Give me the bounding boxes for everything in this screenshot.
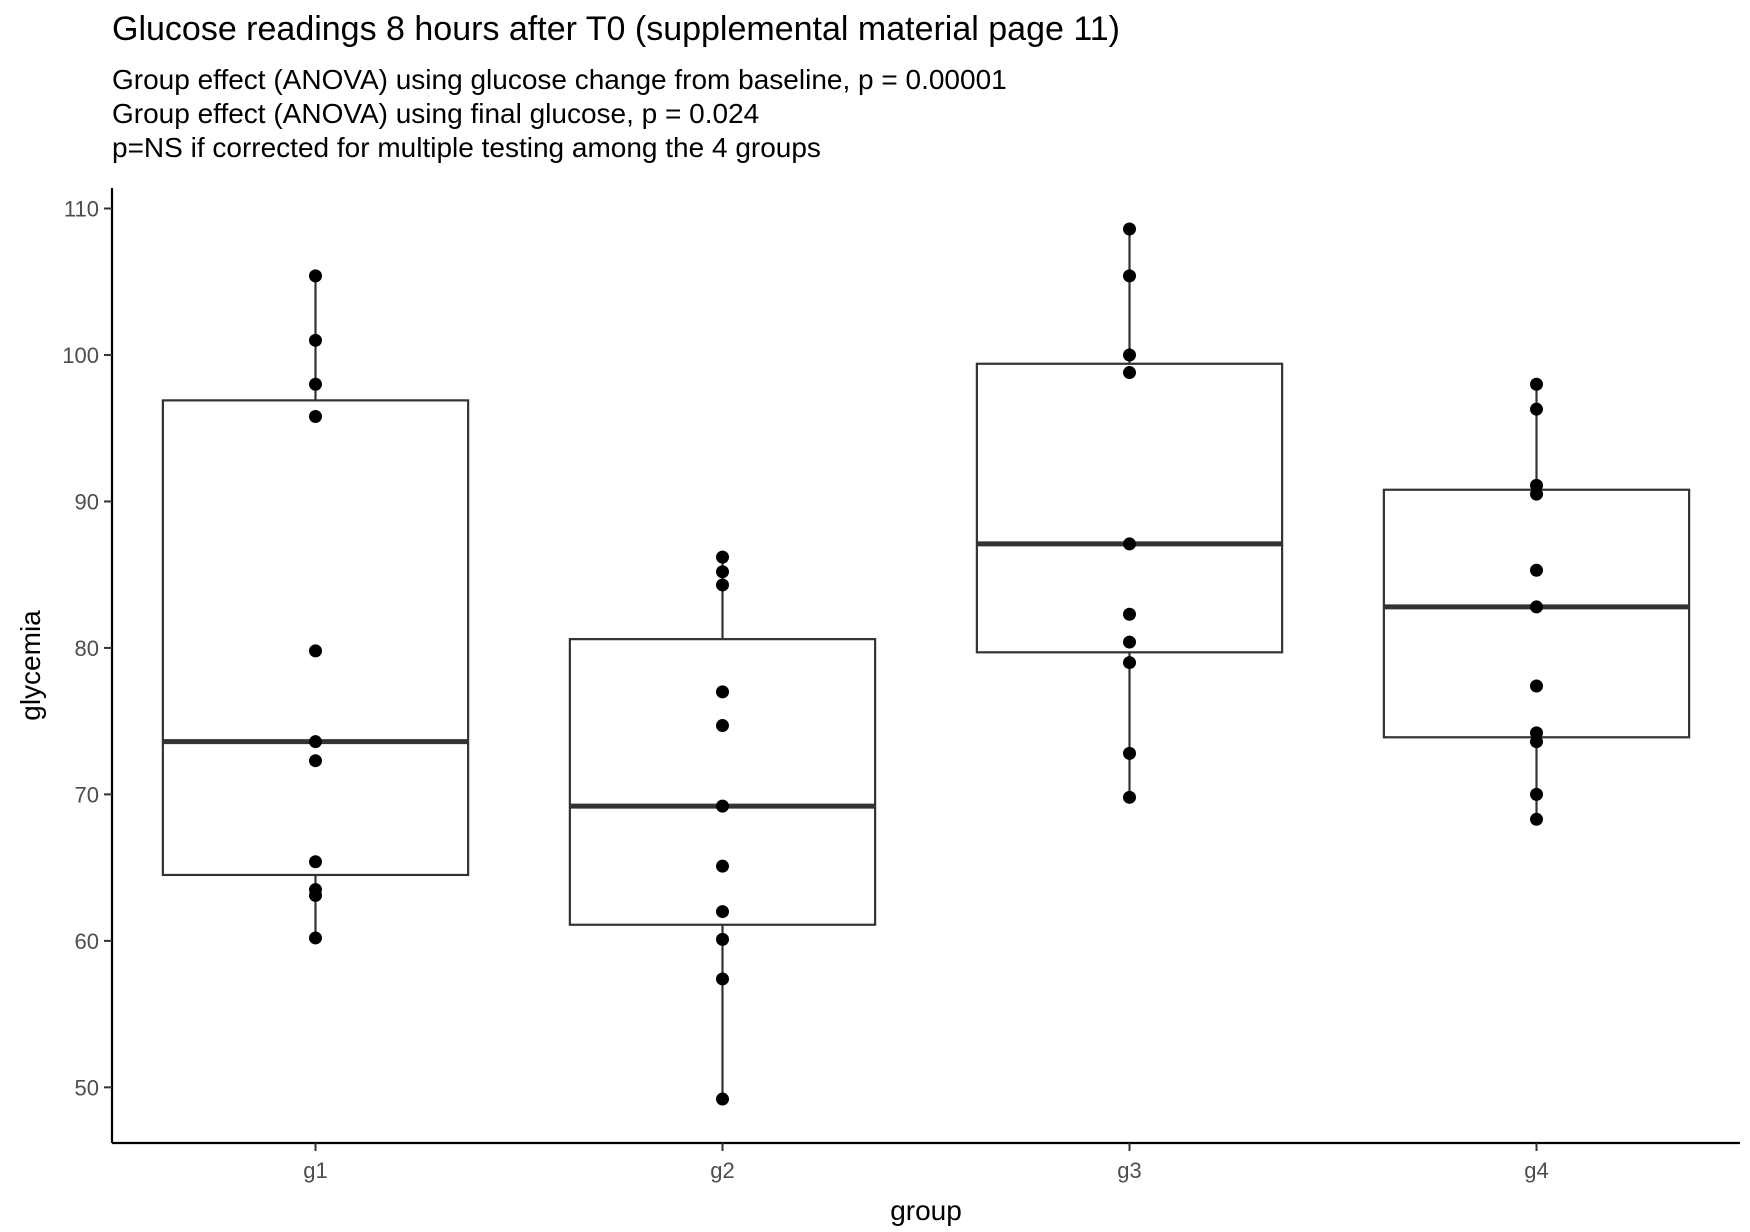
chart-title: Glucose readings 8 hours after T0 (suppl… — [112, 10, 1120, 48]
points-layer — [309, 222, 1543, 1106]
axes-layer: 50 60 70 80 90 100 110 g1 g2 g3 g4 — [62, 188, 1740, 1183]
data-point-g4 — [1530, 787, 1543, 801]
y-tick-label: 80 — [75, 636, 99, 661]
chart-subtitle-line-1: Group effect (ANOVA) using glucose chang… — [112, 64, 1007, 95]
data-point-g4 — [1530, 402, 1543, 416]
data-point-g3 — [1123, 537, 1136, 551]
chart-subtitle-line-2: Group effect (ANOVA) using final glucose… — [112, 98, 760, 129]
y-tick-label: 50 — [75, 1075, 99, 1100]
x-tick-label: g1 — [303, 1158, 327, 1183]
y-tick-label: 110 — [64, 197, 99, 222]
x-axis-title: group — [890, 1195, 962, 1226]
y-tick-label: 60 — [75, 929, 99, 954]
box-g3 — [975, 362, 1284, 654]
box-g2 — [568, 638, 877, 926]
data-point-g4 — [1530, 812, 1543, 826]
y-axis-title: glycemia — [15, 610, 46, 721]
data-point-g1 — [309, 333, 322, 347]
data-point-g4 — [1530, 600, 1543, 614]
data-point-g2 — [716, 685, 729, 699]
data-point-g3 — [1123, 790, 1136, 804]
data-point-g4 — [1530, 563, 1543, 577]
data-point-g1 — [309, 888, 322, 902]
data-point-g2 — [716, 932, 729, 946]
data-point-g3 — [1123, 222, 1136, 236]
data-point-g2 — [716, 1092, 729, 1106]
y-tick-label: 90 — [75, 489, 99, 514]
x-tick-label: g2 — [710, 1158, 734, 1183]
data-point-g1 — [309, 377, 322, 391]
data-point-g1 — [309, 644, 322, 658]
data-point-g4 — [1530, 487, 1543, 501]
data-point-g1 — [309, 754, 322, 768]
data-point-g4 — [1530, 377, 1543, 391]
chart-subtitle-line-3: p=NS if corrected for multiple testing a… — [112, 132, 821, 163]
data-point-g3 — [1123, 656, 1136, 670]
data-point-g3 — [1123, 635, 1136, 649]
boxes-layer — [161, 229, 1691, 1100]
data-point-g3 — [1123, 348, 1136, 362]
data-point-g3 — [1123, 366, 1136, 380]
data-point-g1 — [309, 855, 322, 869]
y-tick-label: 70 — [75, 782, 99, 807]
data-point-g2 — [716, 859, 729, 873]
data-point-g2 — [716, 578, 729, 592]
data-point-g2 — [716, 972, 729, 986]
data-point-g4 — [1530, 679, 1543, 693]
data-point-g3 — [1123, 607, 1136, 621]
x-tick-label: g4 — [1524, 1158, 1548, 1183]
box-g4 — [1382, 488, 1691, 739]
data-point-g1 — [309, 735, 322, 749]
data-point-g4 — [1530, 735, 1543, 749]
data-point-g2 — [716, 550, 729, 564]
box-g1 — [161, 399, 470, 877]
data-point-g2 — [716, 719, 729, 733]
data-point-g1 — [309, 931, 322, 945]
data-point-g1 — [309, 269, 322, 283]
data-point-g2 — [716, 905, 729, 919]
x-tick-label: g3 — [1117, 1158, 1141, 1183]
data-point-g2 — [716, 565, 729, 579]
data-point-g3 — [1123, 746, 1136, 760]
data-point-g2 — [716, 799, 729, 813]
data-point-g3 — [1123, 269, 1136, 283]
y-tick-label: 100 — [62, 343, 99, 368]
data-point-g1 — [309, 409, 322, 423]
